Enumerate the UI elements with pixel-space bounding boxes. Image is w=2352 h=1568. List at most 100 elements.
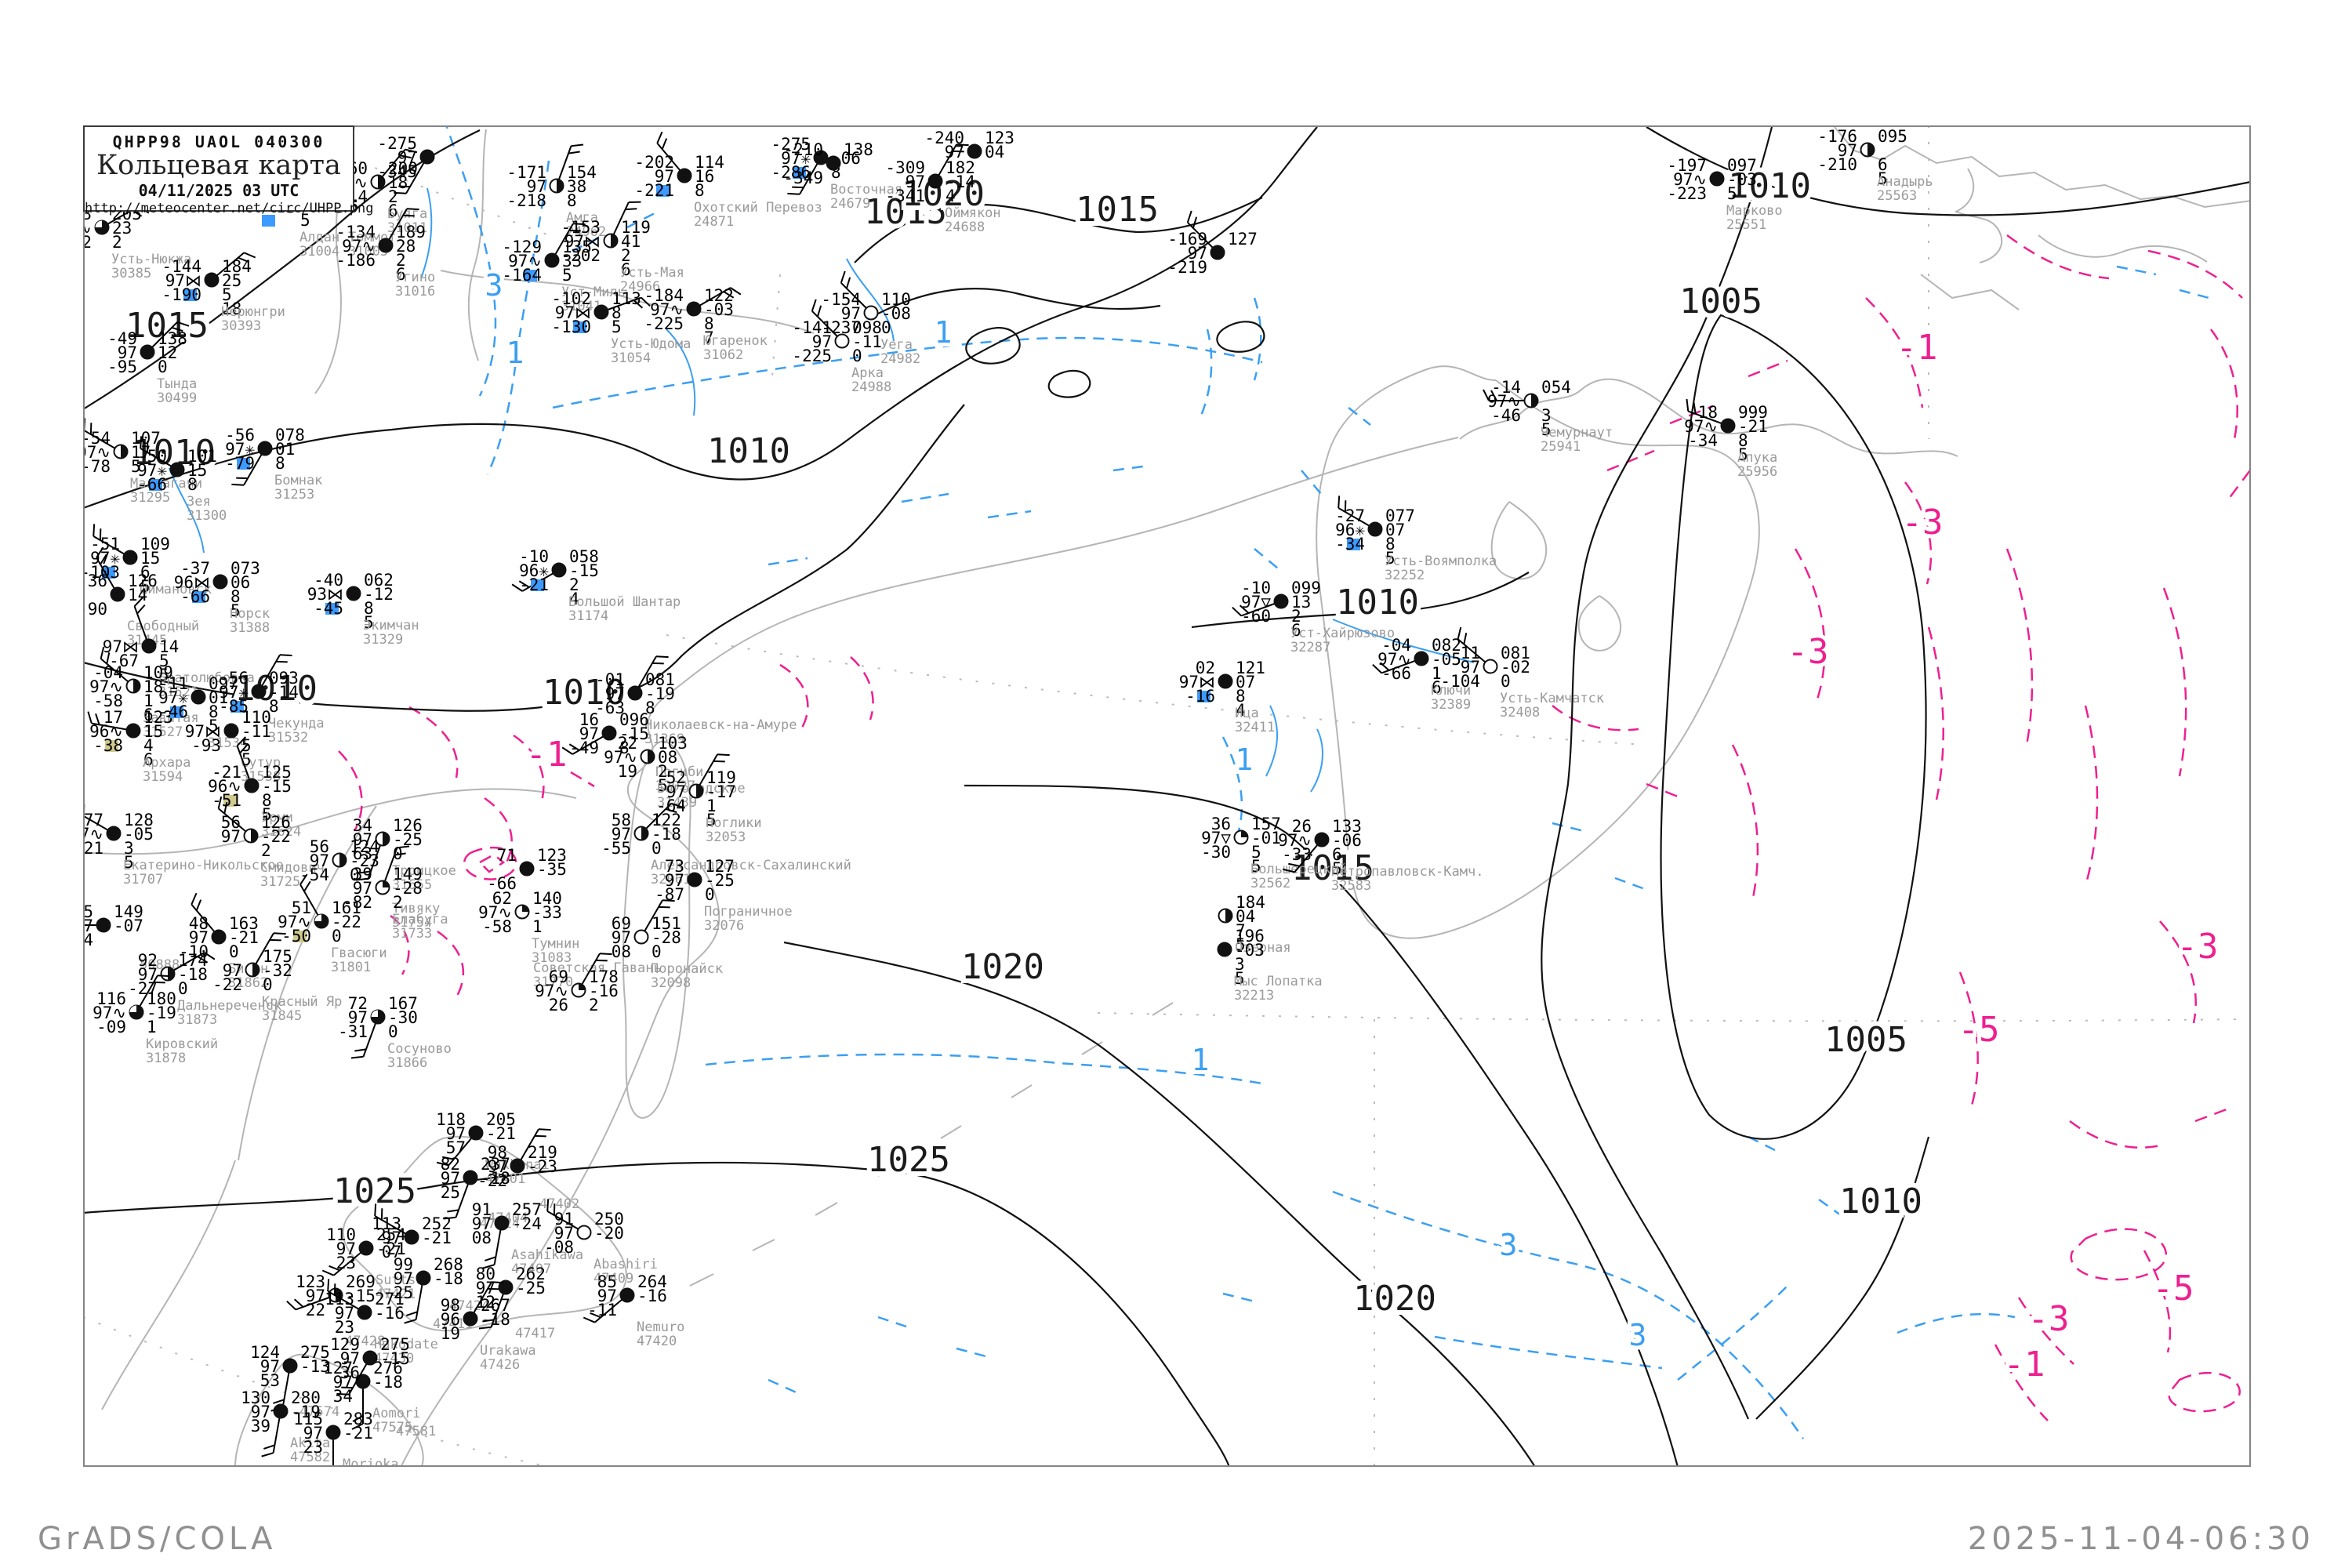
svg-text:-32: -32 bbox=[263, 961, 292, 980]
svg-text:-28: -28 bbox=[652, 928, 681, 947]
station-id: 30385 bbox=[111, 266, 151, 281]
svg-text:271: 271 bbox=[375, 1290, 405, 1308]
svg-text:113: 113 bbox=[612, 289, 641, 308]
station-name: Елабуга bbox=[392, 912, 448, 927]
station-id: 31594 bbox=[143, 769, 183, 785]
svg-text:-286: -286 bbox=[771, 163, 811, 182]
svg-text:4: 4 bbox=[946, 187, 956, 205]
svg-text:62: 62 bbox=[492, 889, 512, 908]
svg-text:121: 121 bbox=[1236, 659, 1265, 677]
svg-text:-33: -33 bbox=[1282, 845, 1312, 864]
svg-text:0: 0 bbox=[652, 839, 662, 858]
svg-text:4: 4 bbox=[143, 736, 154, 755]
station-name: Ключи bbox=[1431, 683, 1471, 699]
svg-text:-21: -21 bbox=[1738, 417, 1768, 436]
precip-marker bbox=[149, 479, 162, 491]
svg-text:6: 6 bbox=[1332, 845, 1342, 864]
svg-text:25: 25 bbox=[222, 271, 241, 290]
svg-text:175: 175 bbox=[263, 947, 292, 966]
isobar-label: 1010 bbox=[543, 673, 626, 713]
svg-text:-186: -186 bbox=[336, 251, 376, 270]
svg-text:56: 56 bbox=[310, 837, 329, 856]
svg-text:97✳: 97✳ bbox=[158, 688, 188, 707]
svg-text:5: 5 bbox=[300, 211, 310, 230]
station-name: Магдагачи bbox=[130, 476, 202, 492]
svg-text:0: 0 bbox=[229, 942, 239, 961]
svg-text:19: 19 bbox=[441, 1324, 460, 1343]
svg-text:6: 6 bbox=[1878, 155, 1888, 174]
svg-text:-23: -23 bbox=[350, 851, 379, 870]
svg-text:6: 6 bbox=[140, 563, 151, 582]
svg-text:184: 184 bbox=[222, 257, 252, 276]
svg-text:-25: -25 bbox=[705, 871, 735, 890]
svg-text:36: 36 bbox=[1211, 815, 1231, 833]
svg-text:8: 8 bbox=[187, 475, 198, 494]
svg-text:-34: -34 bbox=[64, 931, 93, 949]
svg-text:6: 6 bbox=[388, 201, 398, 220]
station-id: 25563 bbox=[1877, 188, 1917, 204]
svg-text:96✳: 96✳ bbox=[519, 561, 549, 580]
svg-text:0: 0 bbox=[1501, 672, 1511, 691]
svg-text:-46: -46 bbox=[158, 702, 188, 721]
svg-text:-15: -15 bbox=[569, 561, 599, 580]
svg-text:-104: -104 bbox=[1440, 672, 1480, 691]
svg-text:48: 48 bbox=[189, 914, 209, 933]
station-plot: -36-9012614Свободный31445 bbox=[83, 546, 199, 648]
station-name: Екатерино-Никольское bbox=[123, 858, 284, 873]
svg-text:-176: -176 bbox=[1817, 127, 1857, 146]
station-id: 31655 bbox=[392, 877, 432, 893]
svg-text:97∿: 97∿ bbox=[508, 252, 542, 270]
svg-text:0: 0 bbox=[393, 844, 403, 863]
svg-text:95: 95 bbox=[74, 902, 93, 921]
svg-text:-141: -141 bbox=[792, 318, 832, 337]
svg-text:269: 269 bbox=[346, 1272, 376, 1291]
pink-contour-label: -1 bbox=[2004, 1345, 2045, 1385]
svg-text:97: 97 bbox=[353, 879, 372, 898]
svg-text:91: 91 bbox=[472, 1200, 492, 1219]
svg-text:53: 53 bbox=[260, 1371, 280, 1390]
svg-text:97: 97 bbox=[527, 177, 546, 196]
svg-text:2: 2 bbox=[112, 233, 122, 252]
svg-text:5: 5 bbox=[159, 652, 169, 670]
svg-text:135: 135 bbox=[562, 238, 592, 256]
svg-text:-66: -66 bbox=[1381, 664, 1411, 683]
svg-text:01: 01 bbox=[209, 688, 228, 707]
svg-text:-34: -34 bbox=[1688, 431, 1718, 450]
svg-text:97: 97 bbox=[306, 1287, 325, 1305]
station-id: 24988 bbox=[851, 379, 891, 395]
svg-text:18: 18 bbox=[143, 677, 163, 696]
svg-text:-345: -345 bbox=[377, 162, 417, 181]
precip-marker bbox=[183, 289, 197, 301]
svg-text:-21: -21 bbox=[486, 1124, 516, 1143]
svg-text:149: 149 bbox=[114, 902, 143, 921]
station-name: Усть-Юдома bbox=[611, 336, 691, 352]
station-id: 47574 bbox=[299, 1404, 339, 1420]
pink-contour-label: -3 bbox=[1902, 503, 1944, 543]
svg-text:97: 97 bbox=[303, 1424, 323, 1443]
station-id: 24871 bbox=[694, 214, 734, 230]
precip-marker bbox=[102, 567, 115, 579]
svg-text:26: 26 bbox=[549, 996, 568, 1014]
svg-text:-171: -171 bbox=[506, 163, 546, 182]
svg-text:-50: -50 bbox=[137, 447, 167, 466]
svg-text:38: 38 bbox=[567, 177, 586, 196]
svg-text:200: 200 bbox=[388, 159, 418, 178]
svg-text:101: 101 bbox=[187, 447, 217, 466]
station-name: Akita bbox=[290, 1436, 330, 1451]
svg-text:-17: -17 bbox=[706, 782, 736, 801]
svg-text:96⋈: 96⋈ bbox=[174, 573, 210, 592]
svg-text:099: 099 bbox=[1291, 579, 1321, 597]
svg-text:-07: -07 bbox=[114, 916, 143, 935]
svg-text:138: 138 bbox=[158, 329, 187, 348]
